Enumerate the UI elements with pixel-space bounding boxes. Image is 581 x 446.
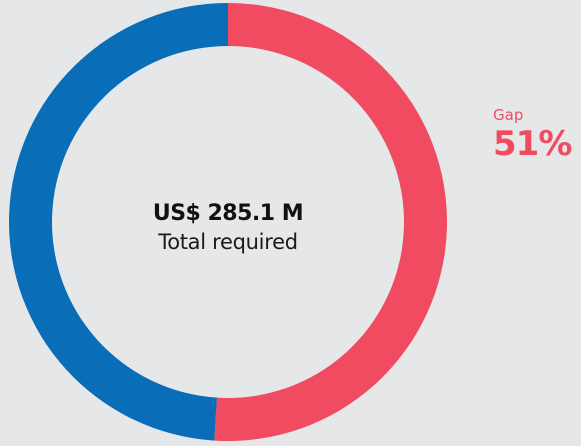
center-summary: US$ 285.1 M Total required xyxy=(128,200,328,256)
gap-callout: Gap 51% xyxy=(493,105,572,164)
gap-percent: 51% xyxy=(493,124,572,164)
gap-label: Gap xyxy=(493,106,524,124)
funded-slice xyxy=(9,3,228,441)
total-required-value: US$ 285.1 M xyxy=(152,201,304,226)
donut-slices xyxy=(9,3,448,441)
total-required-label: Total required xyxy=(158,230,298,254)
gap-slice xyxy=(214,3,448,441)
